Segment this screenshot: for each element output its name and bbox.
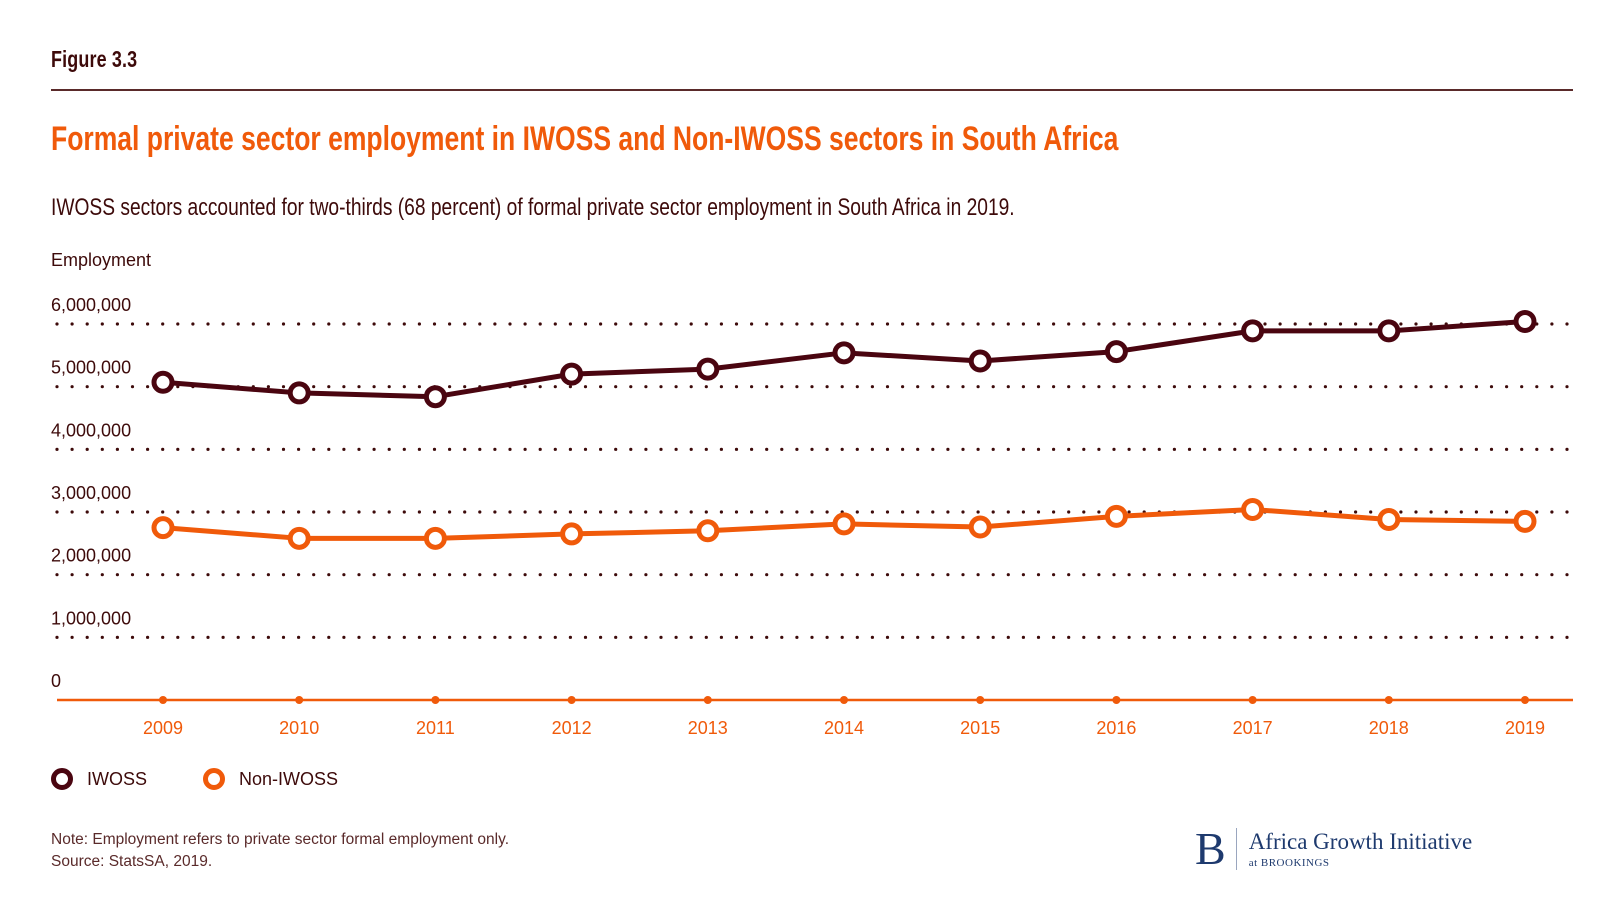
header-divider [51,89,1573,91]
data-point [1104,340,1128,364]
x-tick-label: 2017 [1233,718,1273,738]
x-tick-label: 2015 [960,718,1000,738]
logo-subtitle: at BROOKINGS [1248,857,1330,869]
y-axis-label: Employment [51,250,152,270]
x-axis: 2009 2010 2011 2012 2013 2014 2015 2016 2017 2018… [57,696,1573,738]
chart-subtitle: IWOSS sectors accounted for two-thirds (… [51,194,1015,221]
brookings-logo: B Africa Growth Initiative at BROOKINGS [1195,826,1472,872]
gridlines [55,322,1575,639]
x-tick-label: 2016 [1096,718,1136,738]
y-tick-label: 5,000,000 [51,358,131,378]
data-point [287,381,311,405]
y-tick-label: 2,000,000 [51,546,131,566]
x-tick-label: 2012 [552,718,592,738]
y-tick-label: 4,000,000 [51,420,131,440]
data-point [1104,504,1128,528]
legend-item-non-iwoss[interactable]: Non-IWOSS [203,768,338,790]
series-lines [151,309,1537,550]
figure-label: Figure 3.3 [51,46,138,72]
brookings-b-icon: B [1195,823,1226,874]
legend-marker-icon [203,768,226,790]
legend: IWOSS Non-IWOSS [51,768,394,790]
chart-title: Formal private sector employment in IWOS… [51,120,1119,158]
data-point [696,519,720,543]
legend-item-iwoss[interactable]: IWOSS [51,768,147,790]
legend-label: Non-IWOSS [239,768,339,789]
data-point [560,522,584,546]
x-tick-dot [1248,696,1257,704]
data-point [696,357,720,381]
data-point [151,370,175,394]
data-point [151,516,175,540]
x-tick-dot [295,696,304,704]
source-text: Source: StatsSA, 2019. [51,853,213,870]
data-point [1241,497,1265,521]
x-tick-dot [567,696,576,704]
data-point [968,515,992,539]
data-point [287,526,311,550]
note-text: Note: Employment refers to private secto… [51,831,509,848]
x-tick-dot [431,696,440,704]
data-point [1377,319,1401,343]
y-tick-label: 1,000,000 [51,608,131,628]
legend-label: IWOSS [87,768,148,789]
line-chart: 0 1,000,000 2,000,000 3,000,000 4,000,000 5,0… [51,295,1575,738]
x-tick-label: 2010 [279,718,319,738]
y-tick-labels: 0 1,000,000 2,000,000 3,000,000 4,000,000 5,0… [51,295,131,691]
series-non-iwoss [151,497,1537,550]
data-point [423,385,447,409]
series-iwoss [151,309,1537,409]
y-tick-label: 3,000,000 [51,483,131,503]
data-point [1241,319,1265,343]
logo-divider [1235,828,1237,870]
x-tick-dot [840,696,848,704]
x-tick-label: 2014 [824,718,864,738]
logo-name: Africa Growth Initiative [1248,829,1473,854]
data-point [832,512,856,536]
x-tick-dot [1384,696,1393,704]
x-tick-label: 2011 [416,718,455,738]
footnote: Note: Employment refers to private secto… [51,829,509,873]
x-tick-label: 2018 [1369,718,1409,738]
data-point [832,341,856,365]
x-tick-dot [703,696,712,704]
x-tick-label: 2013 [688,718,728,738]
y-tick-label: 6,000,000 [51,295,131,315]
y-tick-label: 0 [51,671,61,691]
data-point [560,362,584,386]
x-tick-label: 2019 [1505,718,1545,738]
data-point [1513,309,1537,333]
legend-marker-icon [51,768,73,790]
x-tick-dot [976,696,985,704]
data-point [423,526,447,550]
data-point [1513,509,1537,533]
x-tick-label: 2009 [143,718,183,738]
x-tick-dot [159,696,167,704]
x-tick-dot [1112,696,1121,704]
x-tick-dot [1521,696,1529,704]
data-point [968,349,992,373]
data-point [1377,508,1401,532]
